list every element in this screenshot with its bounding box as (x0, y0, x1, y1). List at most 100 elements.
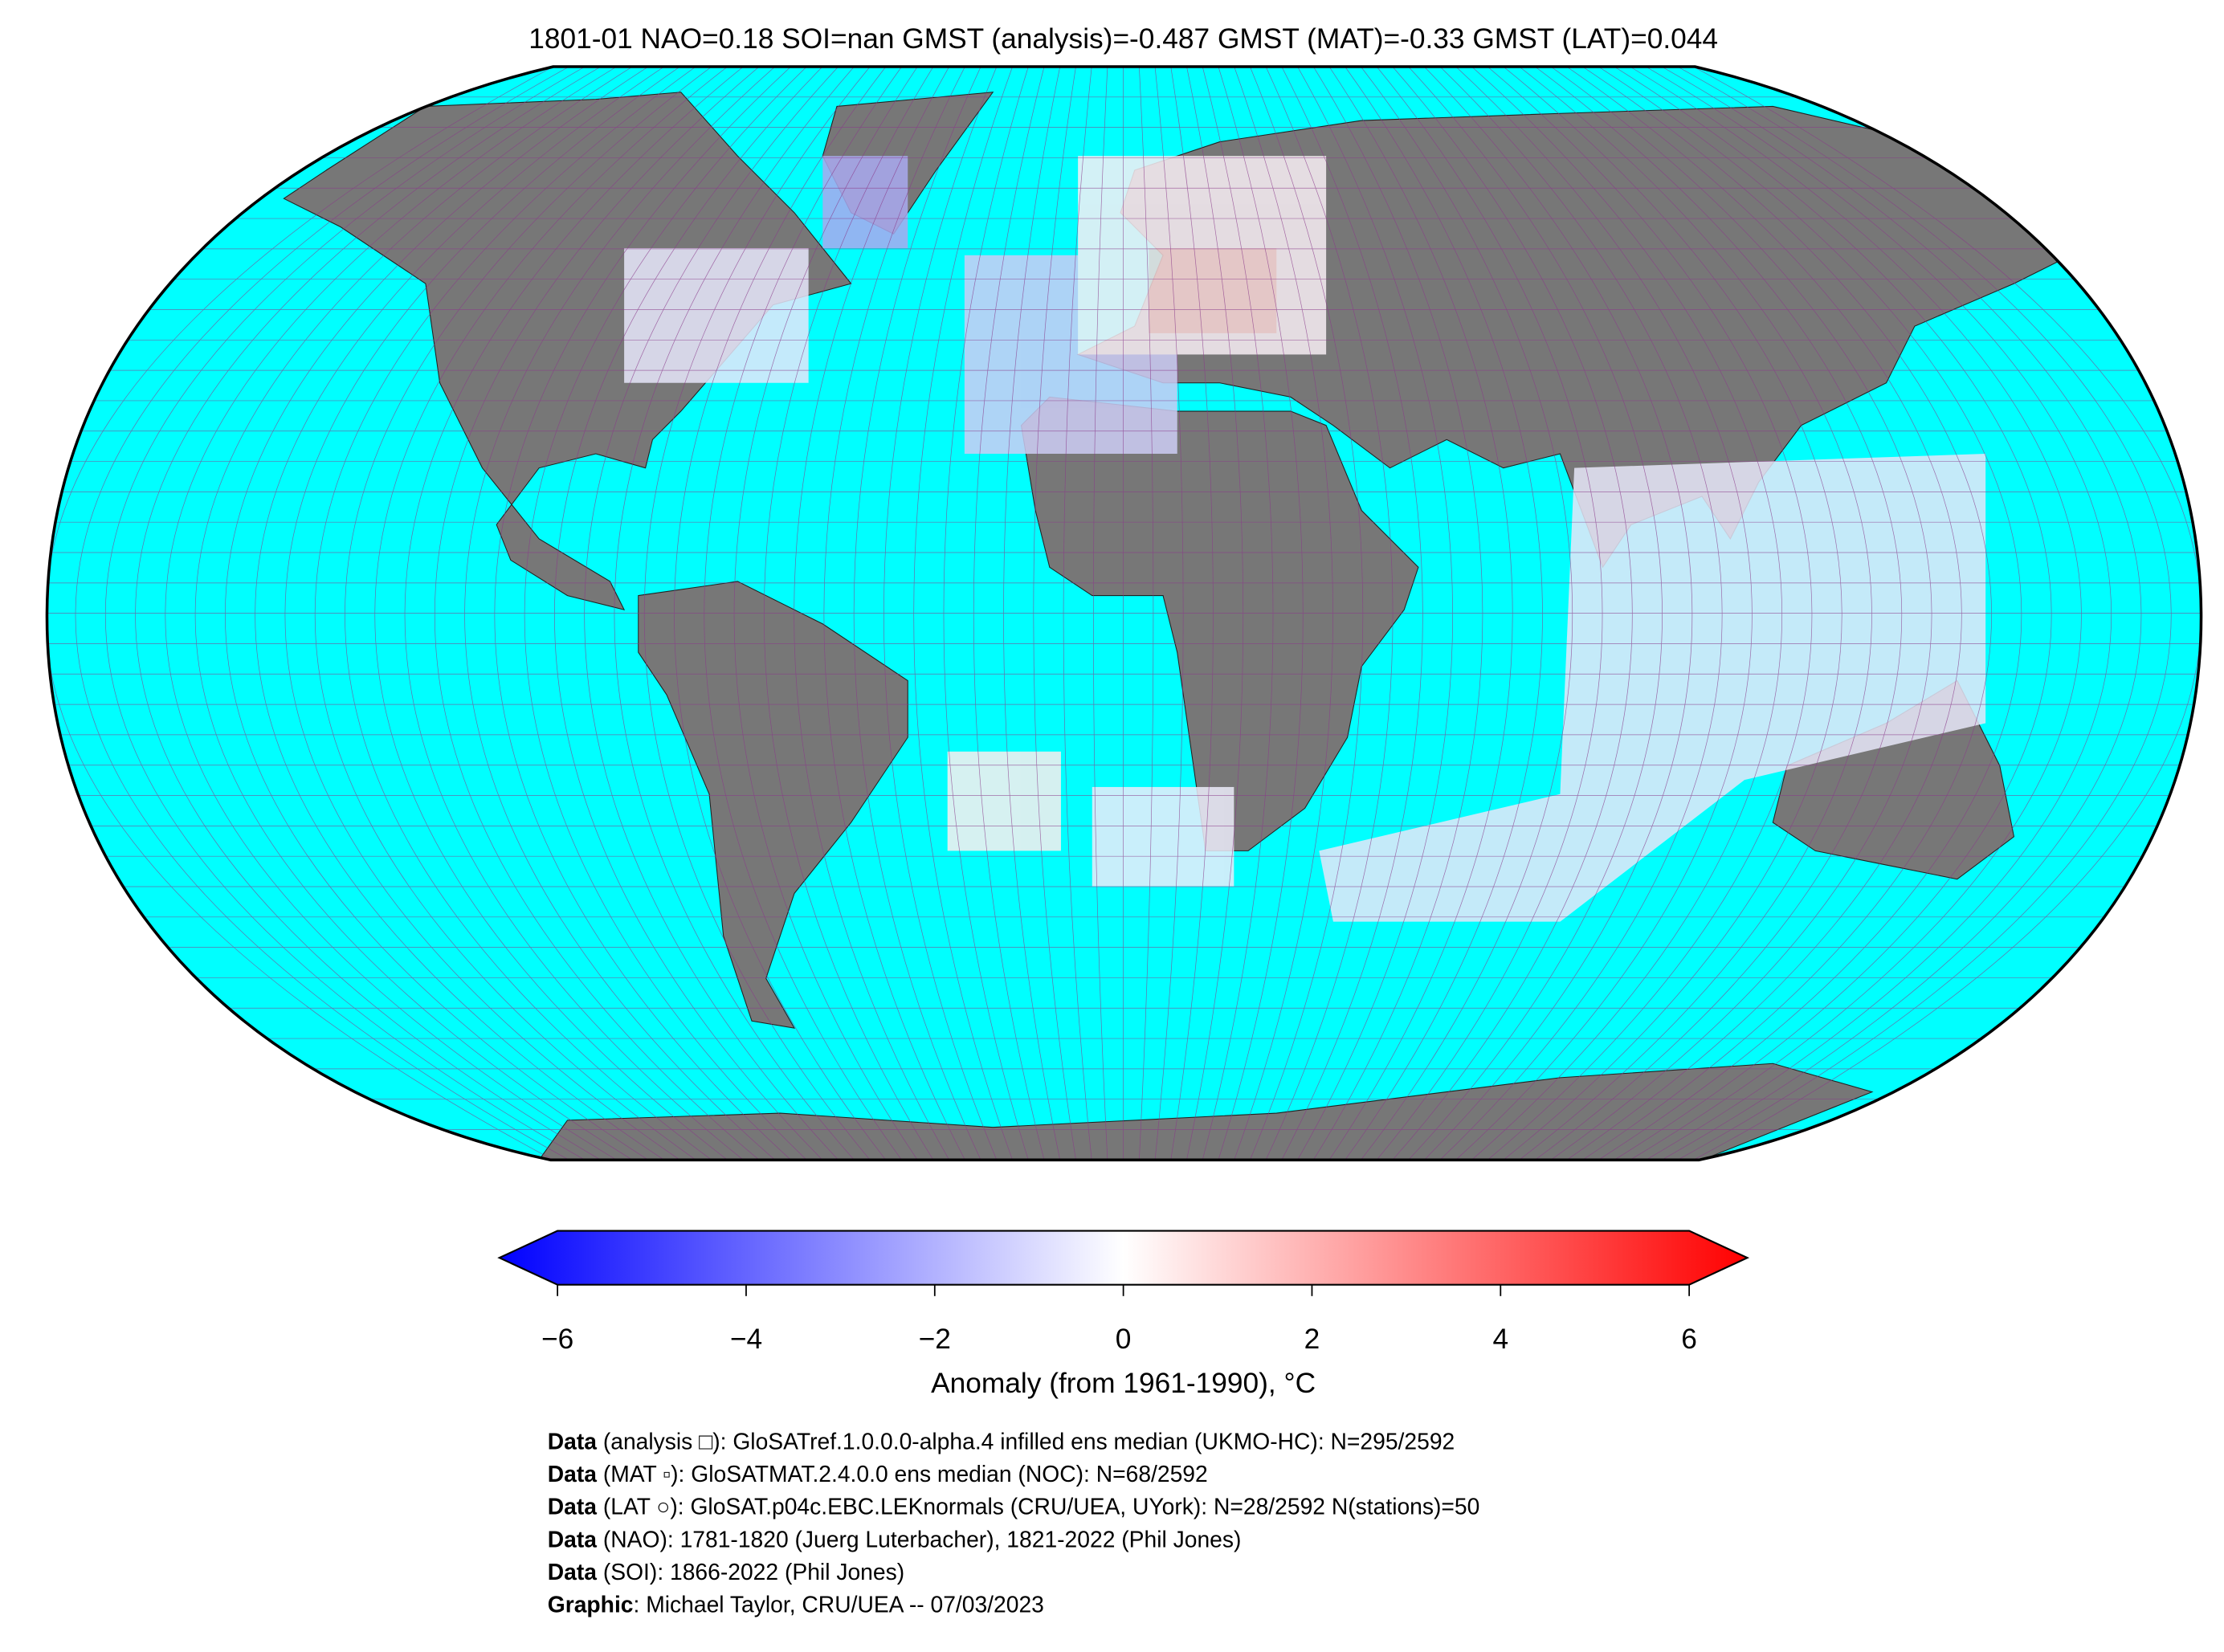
meridian (255, 66, 665, 1160)
meridian (194, 66, 633, 1160)
meridian (104, 66, 586, 1160)
meridian (524, 66, 807, 1160)
meridian (165, 66, 617, 1160)
meridian (644, 66, 871, 1160)
meridian (345, 66, 712, 1160)
cell-region (624, 247, 809, 383)
credit-text: : Michael Taylor, CRU/UEA -- 07/03/2023 (634, 1592, 1044, 1617)
meridian (1154, 66, 1184, 1160)
meridian (614, 66, 855, 1160)
meridian (853, 66, 981, 1160)
credit-label: Data (548, 1559, 598, 1585)
map (45, 65, 2203, 1162)
credit-text: (NAO): 1781-1820 (Juerg Luterbacher), 18… (597, 1526, 1241, 1552)
meridian (794, 66, 950, 1160)
meridian (704, 66, 902, 1160)
credit-line: Data (MAT ▫): GloSATMAT.2.4.0.0 ens medi… (548, 1461, 1208, 1487)
map-border (45, 65, 2203, 1162)
south-america (638, 581, 908, 1029)
credit-label: Data (548, 1461, 598, 1487)
meridian (674, 66, 887, 1160)
credit-text: (SOI): 1866-2022 (Phil Jones) (597, 1559, 904, 1585)
meridian (1218, 66, 1304, 1160)
meridian (464, 66, 776, 1160)
credit-text: (LAT ○): GloSAT.p04c.EBC.LEKnormals (CRU… (597, 1494, 1479, 1519)
meridian (1312, 66, 1483, 1160)
cell-region (1149, 247, 1277, 333)
cell-region (822, 156, 908, 248)
meridian (75, 66, 569, 1160)
meridian (1250, 66, 1364, 1160)
colorbar-tick-label: 6 (1681, 1324, 1697, 1355)
meridian (1614, 66, 2052, 1160)
colorbar: Anomaly (from 1961-1990), °C −6 −4 −2 0 2 4 6 (497, 1230, 1750, 1399)
meridian (1471, 66, 1782, 1160)
meridian (584, 66, 839, 1160)
credit-line: Data (NAO): 1781-1820 (Juerg Luterbacher… (548, 1526, 1242, 1552)
africa (1020, 396, 1419, 851)
meridian (1519, 66, 1872, 1160)
graticule (47, 66, 2202, 1160)
colorbar-tick-label: 2 (1304, 1324, 1320, 1355)
credit-line: Data (analysis □): GloSATref.1.0.0.0-alp… (548, 1429, 1455, 1454)
meridian (434, 66, 760, 1160)
meridian (1439, 66, 1723, 1160)
colorbar-tick-label: −4 (730, 1324, 762, 1355)
meridian (1550, 66, 1932, 1160)
meridian (47, 66, 553, 1160)
cell-region (947, 751, 1061, 851)
meridian (883, 66, 998, 1160)
meridian (973, 66, 1045, 1160)
meridian (1063, 66, 1092, 1160)
meridian (1265, 66, 1394, 1160)
meridian (1033, 66, 1076, 1160)
map-content (47, 66, 2202, 1160)
meridian (1535, 66, 1902, 1160)
meridian (1487, 66, 1813, 1160)
meridian (1186, 66, 1244, 1160)
meridian (225, 66, 649, 1160)
credit-line: Graphic: Michael Taylor, CRU/UEA -- 07/0… (548, 1592, 1044, 1617)
cell-region (1092, 786, 1234, 887)
credit-label: Graphic (548, 1592, 634, 1617)
north-america (283, 92, 852, 611)
meridian (1361, 66, 1573, 1160)
meridian (1630, 66, 2082, 1160)
colorbar-scale (497, 1230, 1750, 1286)
credit-text: (MAT ▫): GloSATMAT.2.4.0.0 ens median (N… (597, 1461, 1208, 1487)
meridian (1582, 66, 1992, 1160)
meridian (763, 66, 934, 1160)
meridian (554, 66, 823, 1160)
meridian (1423, 66, 1693, 1160)
meridian (1646, 66, 2112, 1160)
meridian (1677, 66, 2172, 1160)
meridian (1661, 66, 2142, 1160)
credits: Data (analysis □): GloSATref.1.0.0.0-alp… (548, 1429, 1480, 1617)
credit-text: (analysis □): GloSATref.1.0.0.0-alpha.4 … (597, 1429, 1455, 1454)
meridian (404, 66, 744, 1160)
credit-label: Data (548, 1526, 598, 1552)
cell-region (1319, 454, 1986, 922)
meridian (1345, 66, 1543, 1160)
meridian (913, 66, 1013, 1160)
meridian (1234, 66, 1333, 1160)
title: 1801-01 NAO=0.18 SOI=nan GMST (analysis)… (528, 23, 1718, 55)
meridian (315, 66, 696, 1160)
meridian (1455, 66, 1753, 1160)
colorbar-label: Anomaly (from 1961-1990), °C (931, 1368, 1316, 1399)
meridian (1408, 66, 1663, 1160)
meridian (1202, 66, 1274, 1160)
meridian (1281, 66, 1423, 1160)
meridian (1598, 66, 2022, 1160)
credit-label: Data (548, 1429, 598, 1454)
meridian (1093, 66, 1108, 1160)
meridian (1003, 66, 1061, 1160)
meridian (733, 66, 918, 1160)
credit-line: Data (SOI): 1866-2022 (Phil Jones) (548, 1559, 904, 1585)
colorbar-tick-label: −2 (919, 1324, 951, 1355)
colorbar-tick-label: −6 (541, 1324, 573, 1355)
meridian (374, 66, 728, 1160)
meridian (1138, 66, 1154, 1160)
meridian (1376, 66, 1603, 1160)
